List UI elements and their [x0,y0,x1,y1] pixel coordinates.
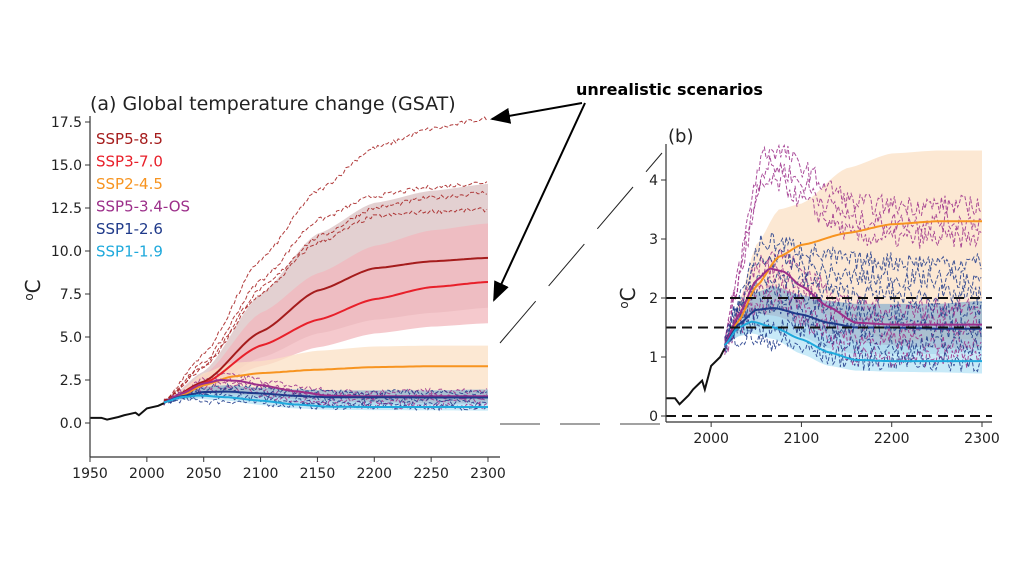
panel-a-title: (a) Global temperature change (GSAT) [90,93,456,115]
annotation-unrealistic: unrealistic scenarios [576,80,763,99]
connector-top [499,152,663,344]
mean-line-ssp3-7.0 [163,281,489,404]
x-tick-label: 2200 [874,431,910,447]
y-axis-label: oC [21,279,45,300]
ensemble-member-line [724,258,982,345]
y-tick-label: 0 [649,409,658,425]
annotation-arrows [490,102,586,302]
x-tick-label: 2300 [964,431,1000,447]
legend-entry-ssp1-2.6: SSP1-2.6 [96,220,163,238]
mean-line-ssp5-8.5 [163,256,489,404]
ensemble-member-line [724,231,982,339]
y-tick-label: 0.0 [60,416,82,432]
historical-line [90,402,165,421]
y-tick-label: 4 [649,173,658,189]
x-tick-label: 1950 [72,466,108,482]
panel-b-title: (b) [668,126,693,147]
mean-line-ssp1-1.9 [163,394,488,408]
mean-line-ssp1-2.6 [723,307,982,346]
legend-entry-ssp2-4.5: SSP2-4.5 [96,175,163,193]
mean-line-ssp2-4.5 [723,220,982,346]
y-tick-label: 5.0 [60,330,82,346]
x-tick-label: 2250 [413,466,449,482]
x-tick-label: 2150 [300,466,336,482]
y-tick-label: 10.0 [51,244,82,260]
panel-a: 1950 2000 2050 2100 2150 2200 2250 2300 0.0 2.5 5.… [21,115,506,482]
mean-line-ssp5-3.4-os [723,267,982,346]
x-tick-label: 2100 [784,431,820,447]
y-tick-label: 3 [649,232,658,248]
x-tick-label: 2000 [129,466,165,482]
ensemble-member-line [163,372,488,406]
zoom-connectors [499,152,663,425]
legend-entry-ssp1-1.9: SSP1-1.9 [96,243,163,261]
ensemble-member-line [724,314,982,357]
ensemble-member-line [724,292,982,370]
ensemble-member-line [724,143,982,345]
ensemble-member-line [163,396,488,412]
y-axis-label: oC [616,287,640,308]
y-tick-label: 12.5 [51,201,82,217]
y-tick-label: 15.0 [51,158,82,174]
ensemble-member-line [163,190,488,403]
legend: SSP5-8.5 SSP3-7.0 SSP2-4.5 SSP5-3.4-OS SSP1-… [96,130,190,261]
historical-line [666,347,726,406]
ensemble-member-line [163,382,488,405]
ensemble-member-line [163,116,488,402]
ensemble-member-line [724,270,982,354]
x-tick-label: 2000 [693,431,729,447]
x-tick-label: 2050 [186,466,222,482]
ensemble-member-line [163,207,488,403]
legend-entry-ssp5-8.5: SSP5-8.5 [96,130,163,148]
band-ssp3-7.0 [163,223,488,403]
mean-line-ssp5-3.4-os [163,378,488,404]
y-tick-label: 17.5 [51,115,82,131]
y-tick-label: 7.5 [60,287,82,303]
ensemble-member-line [724,247,982,344]
legend-entry-ssp5-3.4-os: SSP5-3.4-OS [96,198,190,216]
mean-line-ssp1-2.6 [163,390,488,404]
x-tick-label: 2200 [356,466,392,482]
y-tick-label: 2 [649,291,658,307]
ensemble-member-line [724,155,982,345]
ensemble-member-line [163,393,488,407]
arrow-bottom [493,102,586,302]
y-tick-label: 2.5 [60,373,82,389]
arrow-top [490,102,583,124]
ensemble-member-line [724,172,982,353]
x-tick-label: 2100 [243,466,279,482]
y-tick-label: 1 [649,350,658,366]
panel-b: 2000 2100 2200 2300 0 1 2 3 4 oC [616,143,1000,447]
legend-entry-ssp3-7.0: SSP3-7.0 [96,153,163,171]
ensemble-member-line [724,298,982,348]
mean-line-ssp1-1.9 [723,320,982,363]
x-tick-label: 2300 [470,466,506,482]
